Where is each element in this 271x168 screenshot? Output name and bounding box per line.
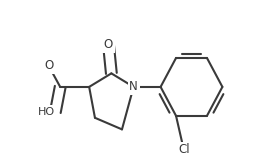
Text: O: O [104,38,113,51]
Text: N: N [129,80,138,93]
Text: Cl: Cl [178,143,190,156]
Text: O: O [44,59,53,72]
Text: HO: HO [38,107,55,117]
